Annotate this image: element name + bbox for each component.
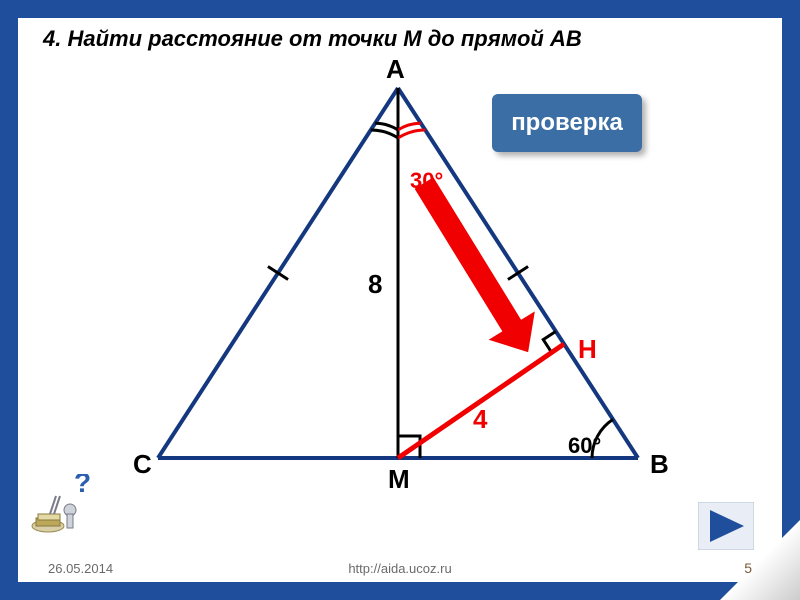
svg-text:A: A [386, 58, 405, 84]
svg-text:4: 4 [473, 404, 488, 434]
svg-text:?: ? [74, 474, 91, 498]
geometry-figure: A B C М H 8 4 30° 60° [78, 58, 718, 538]
footer-date: 26.05.2014 [48, 561, 113, 576]
slide-frame: 4. Найти расстояние от точки М до прямой… [0, 0, 800, 600]
svg-text:H: H [578, 334, 597, 364]
svg-text:C: C [133, 449, 152, 479]
help-icon[interactable]: ? [30, 474, 94, 538]
svg-text:30°: 30° [410, 168, 443, 193]
svg-text:60°: 60° [568, 433, 601, 458]
svg-text:8: 8 [368, 269, 382, 299]
problem-title: 4. Найти расстояние от точки М до прямой… [43, 26, 582, 52]
next-slide-button[interactable] [698, 502, 754, 550]
svg-text:B: B [650, 449, 669, 479]
footer-page: 5 [744, 560, 752, 576]
svg-text:М: М [388, 464, 410, 494]
footer-url: http://aida.ucoz.ru [348, 561, 451, 576]
